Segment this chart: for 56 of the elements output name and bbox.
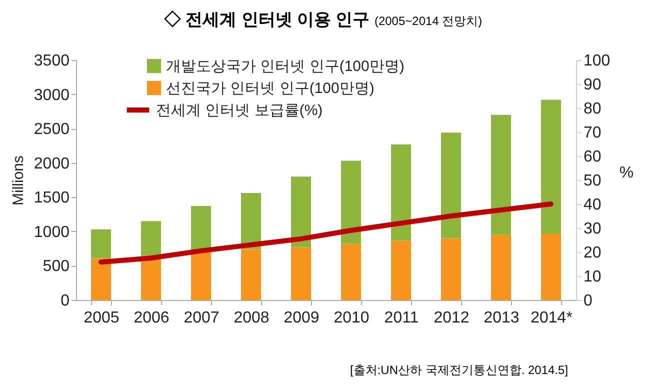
x-tick-label: 2006 (134, 310, 170, 326)
y2-tick-label: 100 (584, 52, 610, 70)
y-axis-title: Millions (10, 155, 27, 206)
y-tick-label: 1000 (34, 224, 70, 241)
y-tick-label: 500 (42, 258, 70, 276)
y-tick-label: 3500 (34, 52, 70, 70)
x-tick-label: 2005 (84, 310, 120, 326)
bar (391, 240, 411, 300)
bar (291, 247, 311, 300)
y2-tick-label: 40 (584, 196, 602, 214)
y-tick-label: 0 (60, 292, 70, 310)
x-tick-label: 2007 (184, 310, 220, 326)
bar (141, 221, 161, 256)
bar (191, 252, 211, 300)
x-tick-label: 2009 (284, 310, 320, 326)
bar (541, 100, 561, 234)
chart-title: ◇ 전세계 인터넷 이용 인구 (164, 10, 370, 29)
bar (541, 233, 561, 300)
y-tick-label: 2000 (34, 155, 70, 172)
x-tick-label: 2008 (234, 310, 270, 326)
y2-tick-label: 0 (584, 292, 592, 310)
y2-tick-label: 10 (584, 268, 602, 286)
y2-tick-label: 70 (584, 124, 602, 142)
bar (191, 206, 211, 252)
y2-tick-label: 60 (584, 148, 602, 166)
x-tick-label: 2010 (334, 310, 370, 326)
bar (91, 258, 111, 300)
bar (341, 160, 361, 244)
chart-subtitle: (2005~2014 전망치) (374, 14, 482, 28)
y2-tick-label: 20 (584, 244, 602, 262)
bar (441, 238, 461, 300)
legend-label: 선진국가 인터넷 인구(100만명) (166, 80, 374, 97)
y2-tick-label: 50 (584, 172, 602, 190)
text: [출처:UN산하 국제전기통신연합. 2014.5] (350, 362, 568, 379)
x-tick-label: 2011 (384, 310, 419, 326)
y2-tick-label: 80 (584, 100, 602, 118)
y2-tick-label: 30 (584, 220, 602, 238)
y-tick-label: 1500 (34, 190, 70, 207)
y-tick-label: 3000 (34, 86, 70, 104)
bar (91, 229, 111, 258)
bar (241, 249, 261, 300)
x-tick-label: 2012 (434, 310, 470, 326)
bar (441, 132, 461, 238)
y-tick-label: 2500 (34, 121, 70, 138)
bar (291, 176, 311, 248)
x-tick-label: 2013 (484, 310, 520, 326)
x-tick-label: 2014* (530, 310, 572, 326)
bar (341, 244, 361, 300)
legend-label: 전세계 인터넷 보급률(%) (156, 102, 323, 119)
y2-axis-title: % (619, 164, 634, 182)
bar (491, 114, 511, 235)
bar (391, 144, 411, 240)
y2-tick-label: 90 (584, 76, 602, 94)
bar (491, 234, 511, 300)
legend-label: 개발도상국가 인터넷 인구(100만명) (166, 58, 404, 75)
bar (241, 193, 261, 250)
